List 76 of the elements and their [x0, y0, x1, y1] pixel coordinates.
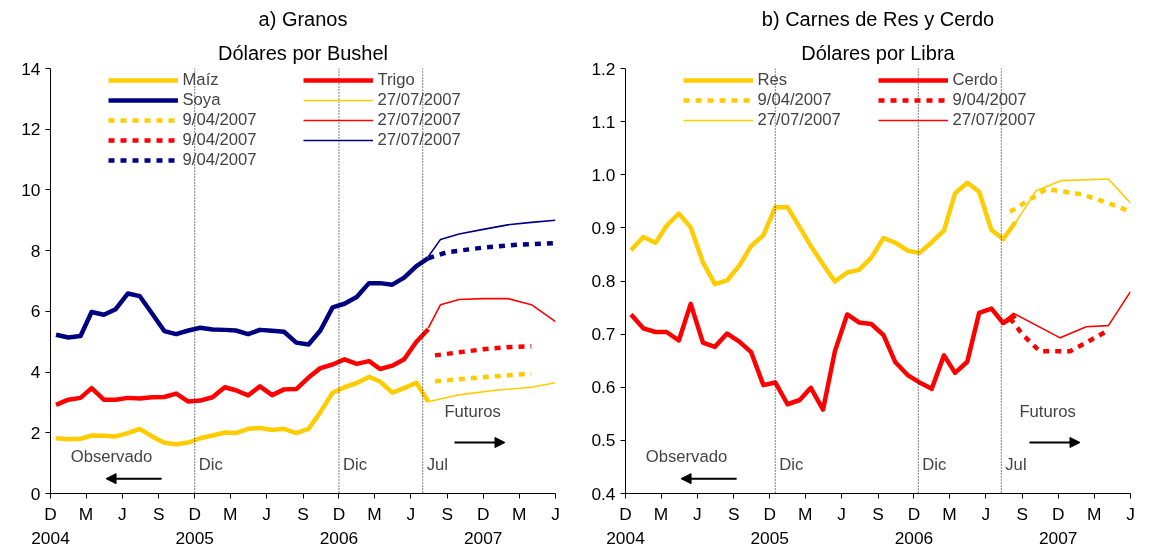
chart-title: b) Carnes de Res y Cerdo: [761, 7, 995, 30]
x-tick-label: M: [798, 503, 813, 524]
y-tick-label: 10: [21, 179, 41, 200]
x-tick-label: M: [942, 503, 957, 524]
x-tick-label: J: [262, 503, 271, 524]
chart-subtitle: Dólares por Libra: [801, 41, 956, 64]
x-tick-label: S: [297, 503, 309, 524]
x-tick-label: J: [981, 503, 991, 524]
ref-line-label: Jul: [426, 454, 449, 474]
y-tick-label: 0.4: [591, 483, 616, 504]
legend-label: 27/07/2007: [377, 90, 462, 110]
y-tick-label: 6: [30, 301, 41, 322]
y-tick-label: 12: [21, 119, 41, 140]
x-tick-label: M: [223, 503, 238, 524]
x-tick-label: M: [653, 503, 669, 524]
x-tick-label: J: [693, 503, 702, 524]
legend-label: 9/04/2007: [757, 90, 833, 110]
y-tick-label: 1.2: [591, 58, 616, 79]
y-tick-label: 14: [21, 58, 41, 79]
x-tick-label: J: [551, 503, 560, 524]
y-tick-label: 0.5: [591, 430, 616, 451]
legend-label: 27/07/2007: [952, 110, 1037, 130]
y-tick-label: 1.1: [591, 111, 616, 132]
x-tick-label: D 2005: [175, 503, 215, 548]
x-tick-label: D 2005: [750, 503, 790, 548]
legend-label: 27/07/2007: [757, 110, 842, 130]
x-tick-label: J: [1126, 503, 1135, 524]
ref-line-label: Dic: [198, 454, 223, 474]
ref-line-label: Dic: [922, 454, 947, 474]
y-tick-label: 0: [30, 483, 41, 504]
x-tick-label: D 2004: [606, 503, 646, 548]
legend-label: Trigo: [377, 70, 416, 90]
x-tick-label: D 2007: [1038, 503, 1078, 548]
y-tick-label: 2: [30, 422, 41, 443]
x-tick-label: M: [78, 503, 94, 524]
x-tick-label: M: [511, 503, 527, 524]
y-tick-label: 4: [30, 362, 41, 383]
ref-line-label: Dic: [779, 454, 804, 474]
y-tick-label: 8: [30, 240, 41, 261]
x-tick-label: M: [367, 503, 382, 524]
y-tick-label: 0.7: [591, 324, 616, 345]
y-tick-label: 1.0: [591, 164, 616, 185]
legend-label: 9/04/2007: [952, 90, 1028, 110]
x-tick-label: M: [1086, 503, 1102, 524]
x-tick-label: D 2006: [894, 503, 934, 548]
y-tick-label: 0.9: [591, 217, 616, 238]
x-tick-label: D 2007: [463, 503, 503, 548]
x-tick-label: J: [406, 503, 416, 524]
legend-label: 9/04/2007: [182, 110, 258, 130]
x-tick-label: S: [1016, 503, 1029, 524]
chart-subtitle: Dólares por Bushel: [217, 41, 389, 64]
annotation: Futuros: [1019, 402, 1076, 422]
x-tick-label: J: [837, 503, 846, 524]
legend-label: 9/04/2007: [182, 130, 258, 150]
ref-line-label: Dic: [342, 454, 368, 474]
legend-label: 9/04/2007: [182, 150, 258, 170]
legend-label: 27/07/2007: [377, 130, 462, 150]
x-tick-label: D 2004: [31, 503, 71, 548]
x-tick-label: S: [872, 503, 884, 524]
ref-line-label: Jul: [1005, 454, 1027, 474]
x-tick-label: D 2006: [319, 503, 359, 548]
annotation: Observado: [70, 446, 153, 466]
legend-label: Cerdo: [952, 70, 999, 90]
annotation: Observado: [645, 446, 728, 466]
legend-label: Maíz: [182, 70, 220, 90]
chart-title: a) Granos: [258, 7, 348, 30]
x-tick-label: S: [152, 503, 165, 524]
x-tick-label: S: [441, 503, 454, 524]
y-tick-label: 0.8: [591, 271, 616, 291]
x-tick-label: J: [118, 503, 127, 524]
legend-label: Res: [757, 70, 789, 90]
x-tick-label: S: [727, 503, 740, 524]
annotation: Futuros: [444, 402, 501, 422]
legend-label: Soya: [182, 90, 222, 110]
y-tick-label: 0.6: [591, 377, 616, 398]
legend-label: 27/07/2007: [377, 110, 462, 130]
